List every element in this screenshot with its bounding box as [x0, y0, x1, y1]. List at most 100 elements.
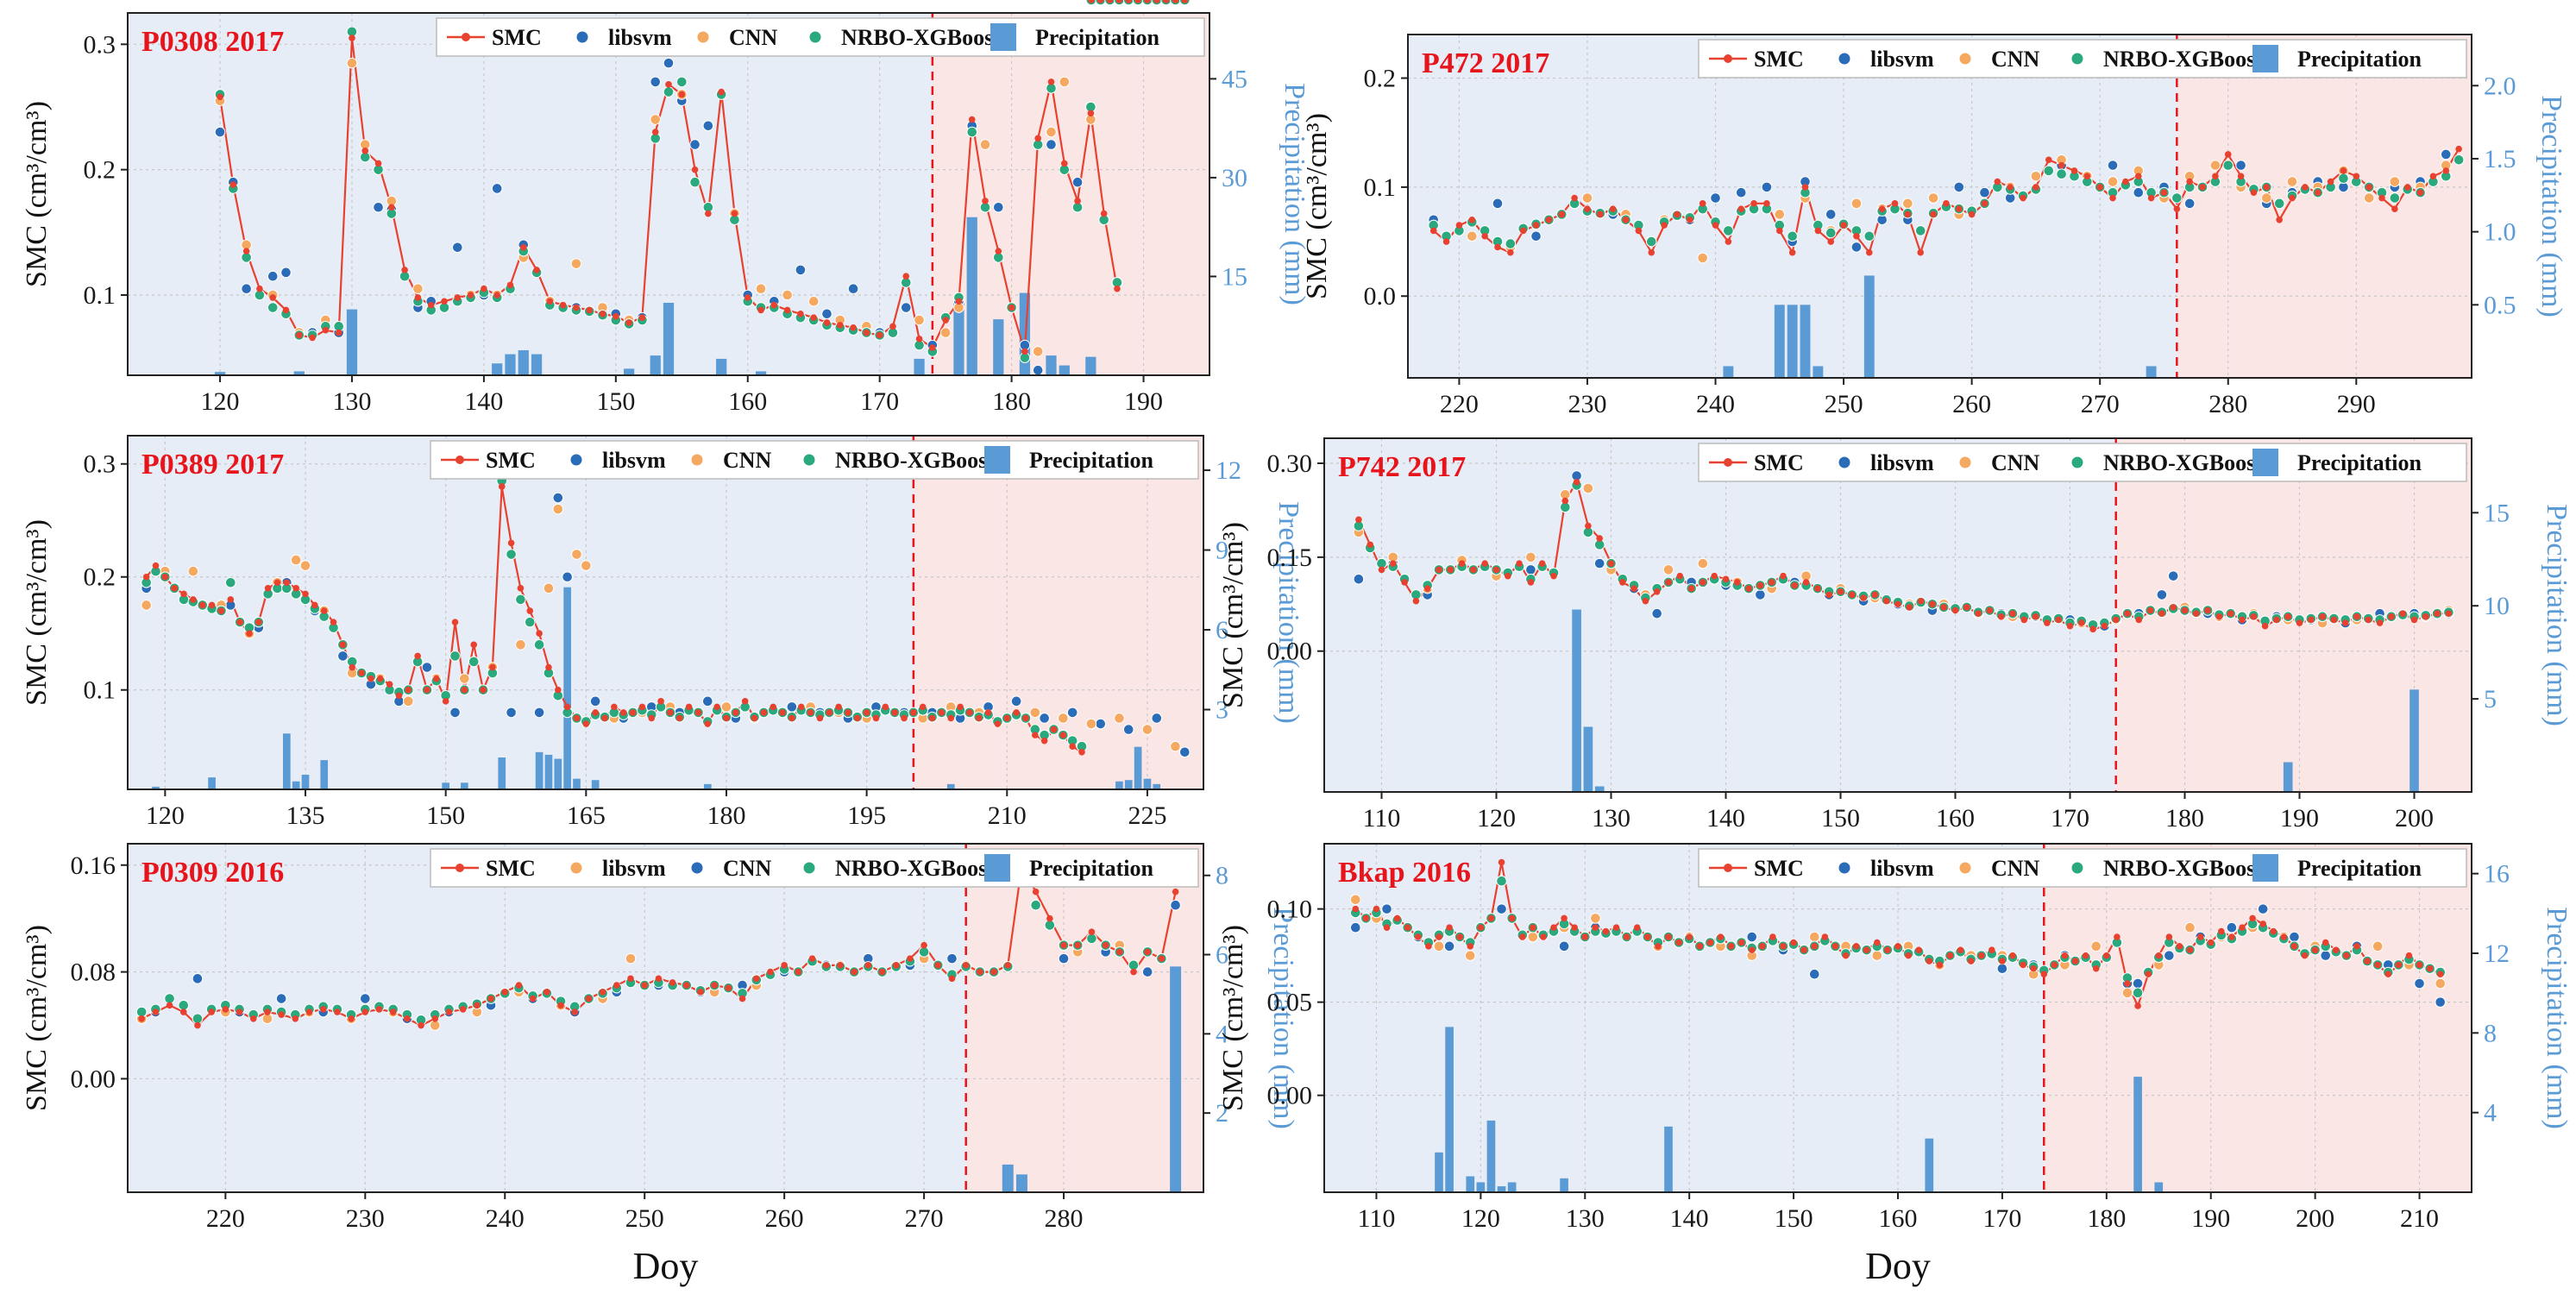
smc-point	[984, 709, 992, 716]
smc-point	[242, 248, 250, 254]
precipitation-bar	[505, 354, 516, 375]
smc-point	[1661, 222, 1668, 229]
smc-point	[1929, 600, 1936, 608]
precipitation-bar	[461, 782, 468, 789]
y-tick-label: 0.1	[1364, 173, 1397, 202]
legend: SMC libsvm CNN NRBO-XGBoost Precipitation	[1698, 848, 2467, 888]
smc-point	[1003, 714, 1011, 722]
smc-point	[2436, 971, 2444, 978]
smc-point	[249, 1015, 257, 1022]
nrbo-xgboost-point	[2453, 154, 2465, 166]
smc-point	[2212, 173, 2219, 180]
cnn-point	[1046, 126, 1057, 138]
libsvm-point	[689, 139, 701, 150]
smc-point	[853, 714, 861, 722]
smc-point	[545, 663, 552, 671]
smc-point	[2020, 194, 2026, 202]
smc-point	[273, 579, 281, 587]
smc-point	[348, 1015, 355, 1022]
libsvm-point	[1010, 695, 1022, 707]
smc-point	[1130, 968, 1137, 976]
legend-label: CNN	[1991, 856, 2040, 881]
y2-tick-label: 6	[1216, 616, 1228, 644]
x-tick-label: 270	[2081, 390, 2120, 418]
smc-point	[2114, 933, 2120, 940]
smc-point	[1550, 572, 1557, 580]
smc-point	[966, 709, 973, 716]
precipitation-bar	[2146, 366, 2157, 378]
smc-point	[529, 995, 537, 1002]
legend-label: Precipitation	[2297, 450, 2422, 475]
x-tick-label: 210	[2400, 1204, 2439, 1233]
precipitation-bar	[2283, 762, 2293, 792]
libsvm-point	[421, 662, 433, 673]
smc-point	[1429, 227, 1437, 235]
smc-point	[810, 314, 818, 321]
smc-point	[851, 968, 858, 976]
smc-point	[386, 681, 393, 688]
smc-point	[470, 641, 478, 649]
y-axis-label: SMC (cm³/cm³)	[1217, 925, 1249, 1111]
precipitation-bar	[1863, 275, 1875, 378]
precipitation-bar	[1800, 305, 1811, 378]
libsvm-point	[1122, 724, 1134, 735]
precipitation-bar	[1497, 1186, 1506, 1192]
smc-point	[305, 1009, 313, 1015]
smc-point	[2051, 961, 2058, 969]
smc-point	[1100, 210, 1108, 217]
smc-point	[732, 709, 739, 716]
panel-p0308-2017: 120 130 140 150 160 170 180 190 0.1 0.2 0.3 15 30 45 S…	[21, 12, 1310, 416]
smc-point	[2009, 610, 2016, 617]
y-tick-label: 0.2	[1364, 65, 1397, 93]
legend-label: libsvm	[1870, 856, 1934, 881]
smc-point	[2227, 610, 2234, 617]
smc-point	[1144, 0, 1151, 3]
smc-point	[2301, 952, 2309, 959]
smc-point	[1393, 914, 1401, 922]
smc-point	[431, 1015, 439, 1022]
x-tick-label: 195	[847, 801, 886, 830]
legend-xgb-marker	[802, 861, 816, 875]
smc-point	[1470, 566, 1477, 574]
legend-label: NRBO-XGBoost	[841, 25, 1001, 50]
libsvm-point	[2289, 931, 2300, 943]
smc-point	[1527, 579, 1535, 586]
smc-point	[2103, 952, 2110, 959]
libsvm-point	[449, 707, 461, 719]
x-tick-label: 225	[1128, 801, 1166, 830]
smc-point	[361, 148, 369, 154]
smc-point	[2290, 943, 2298, 950]
precipitation-bar	[1476, 1182, 1486, 1192]
smc-point	[1936, 961, 1944, 969]
smc-point	[2426, 965, 2434, 972]
legend: SMC libsvm CNN NRBO-XGBoost Precipitation	[436, 17, 1205, 57]
smc-point	[669, 979, 676, 986]
nrbo-xgboost-point	[533, 639, 545, 650]
smc-point	[928, 714, 936, 722]
smc-point	[1712, 222, 1719, 229]
smc-point	[2199, 184, 2206, 191]
y2-tick-label: 12	[2484, 939, 2510, 968]
smc-point	[507, 539, 515, 547]
smc-point	[2330, 616, 2338, 624]
smc-point	[1963, 604, 1970, 611]
smc-point	[1519, 227, 1527, 235]
smc-point	[1904, 211, 1912, 218]
cnn-point	[939, 327, 952, 338]
nrbo-xgboost-point	[1863, 230, 1875, 242]
smc-point	[901, 714, 908, 722]
y-tick-label: 0.08	[71, 958, 116, 987]
smc-point	[1367, 541, 1373, 549]
y2-tick-label: 6	[1216, 941, 1228, 970]
smc-point	[1827, 238, 1835, 245]
cnn-point	[1464, 950, 1476, 961]
smc-point	[1032, 732, 1039, 738]
libsvm-point	[1850, 242, 1863, 253]
libsvm-point	[2132, 977, 2144, 990]
x-tick-label: 170	[2051, 804, 2089, 833]
smc-point	[1530, 924, 1536, 932]
smc-point	[2032, 613, 2039, 620]
cnn-point	[650, 114, 662, 125]
y2-tick-label: 3	[1216, 696, 1228, 725]
smc-point	[655, 975, 663, 983]
